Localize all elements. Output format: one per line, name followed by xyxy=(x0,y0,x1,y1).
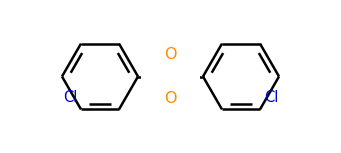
Text: O: O xyxy=(164,91,177,106)
Text: Cl: Cl xyxy=(63,90,77,105)
Text: O: O xyxy=(164,47,177,62)
Text: S: S xyxy=(165,69,176,84)
Text: Cl: Cl xyxy=(264,90,278,105)
